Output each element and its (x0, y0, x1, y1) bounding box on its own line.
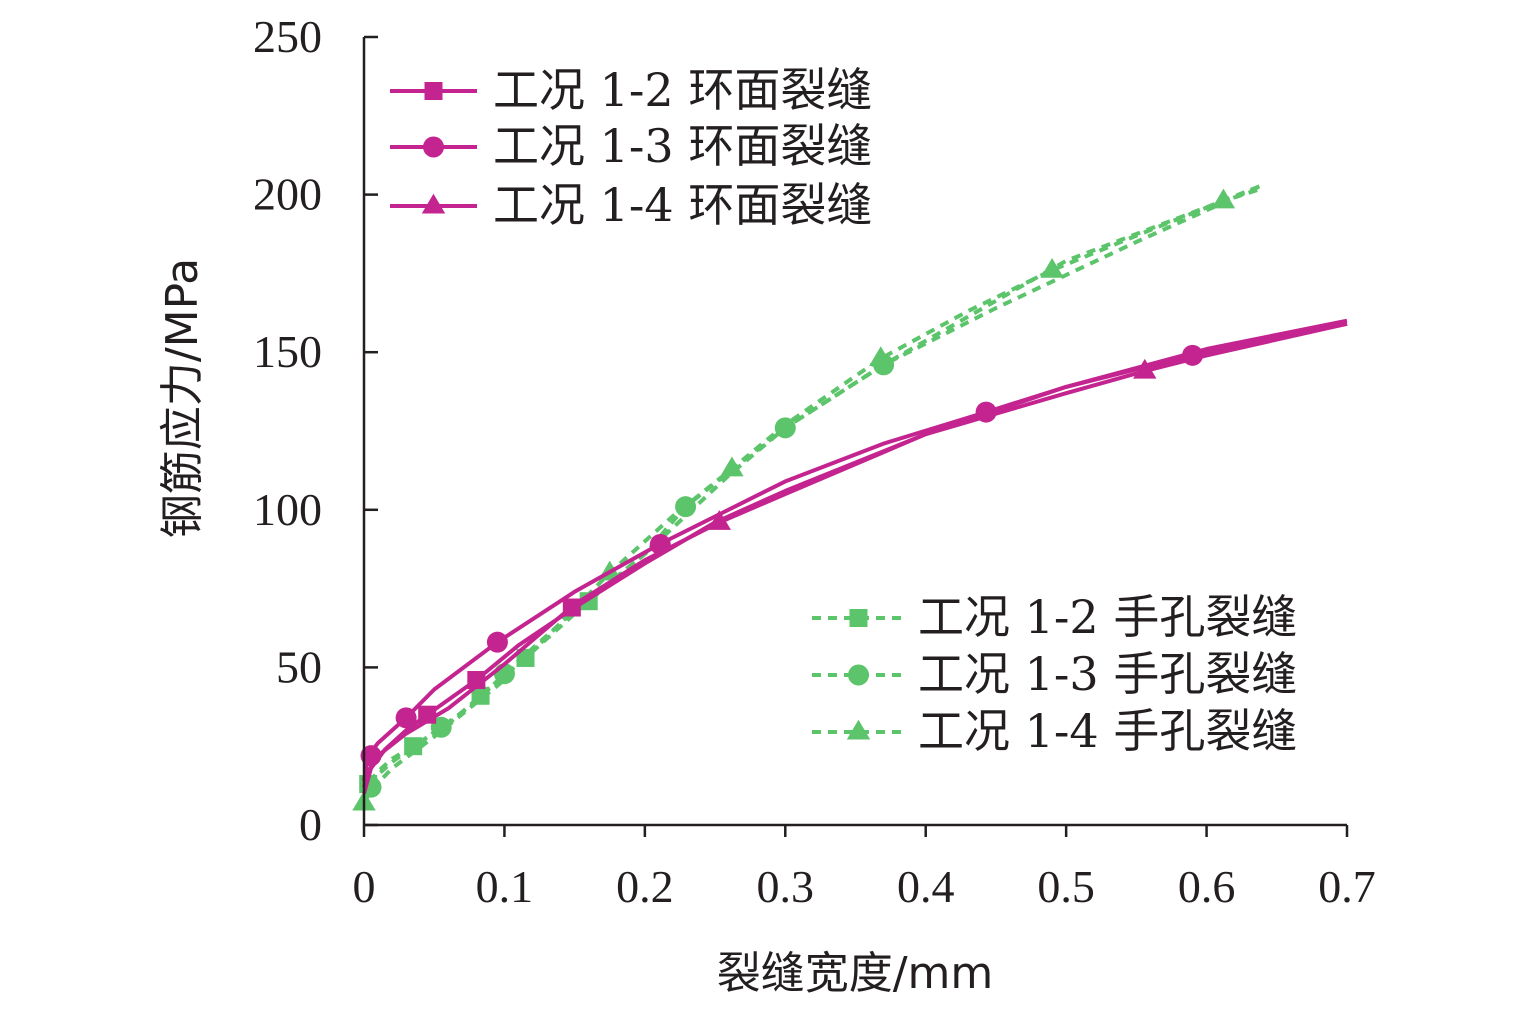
series-line (362, 183, 1264, 801)
data-point (1211, 188, 1236, 209)
legend-marker (423, 136, 444, 158)
y-tick-label: 50 (276, 641, 322, 692)
legend-label: 工况 1-4 环面裂缝 (493, 178, 872, 232)
data-point (869, 346, 893, 367)
legend-marker (421, 193, 446, 214)
x-tick-label: 0 (353, 861, 376, 912)
series-3 (362, 321, 1348, 788)
legend-label: 工况 1-2 环面裂缝 (493, 63, 872, 117)
y-tick-label: 100 (253, 484, 322, 535)
legend-item: 工况 1-3 环面裂缝 (390, 119, 872, 173)
y-axis-title: 钢筋应力/MPa (157, 258, 208, 538)
legend-marker (424, 82, 443, 100)
legend-marker (849, 609, 868, 627)
y-tick-label: 200 (253, 169, 322, 220)
legend-label: 工况 1-4 手孔裂缝 (918, 704, 1297, 758)
x-tick-label: 0.3 (757, 861, 815, 912)
data-point (395, 707, 417, 729)
legend-item: 工况 1-4 手孔裂缝 (812, 704, 1297, 758)
y-tick-label: 0 (299, 799, 322, 850)
y-tick-label: 250 (253, 11, 322, 62)
y-tick-label: 150 (253, 326, 322, 377)
legend-item: 工况 1-2 手孔裂缝 (812, 590, 1297, 644)
x-tick-label: 0.6 (1178, 861, 1236, 912)
legend-marker (846, 719, 871, 740)
x-tick-label: 0.7 (1318, 861, 1376, 912)
legend-label: 工况 1-2 手孔裂缝 (918, 590, 1297, 644)
legend-marker (848, 664, 869, 686)
x-tick-label: 0.2 (616, 861, 674, 912)
plot-area (352, 183, 1348, 811)
x-axis-title: 裂缝宽度/mm (717, 948, 994, 999)
x-tick-label: 0.5 (1037, 861, 1095, 912)
axes: 0 50 100 150 200 250 0 0.1 0.2 0.3 0.4 0.5 0.6 0.7 (253, 11, 1376, 912)
legend-label: 工况 1-3 环面裂缝 (493, 119, 872, 173)
legend-item: 工况 1-4 环面裂缝 (390, 178, 872, 232)
data-point (774, 417, 796, 439)
series-line (362, 321, 1348, 788)
data-point (1133, 358, 1157, 379)
legend-item: 工况 1-3 手孔裂缝 (812, 647, 1297, 701)
data-point (1040, 257, 1064, 278)
data-point (486, 631, 508, 653)
series-line (362, 183, 1264, 798)
legend-label: 工况 1-3 手孔裂缝 (918, 647, 1297, 701)
series-line (362, 321, 1348, 782)
data-point (707, 510, 731, 530)
x-tick-label: 0.4 (897, 861, 955, 912)
data-point (720, 456, 744, 477)
x-tick-label: 0.1 (476, 861, 534, 912)
legend-item: 工况 1-2 环面裂缝 (390, 63, 872, 117)
